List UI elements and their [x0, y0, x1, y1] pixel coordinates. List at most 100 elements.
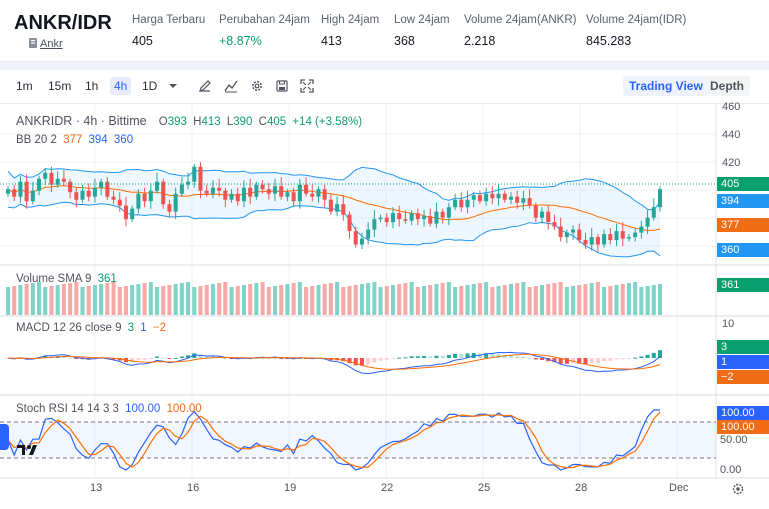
stat-value: 413	[321, 34, 342, 48]
volume-bar	[198, 286, 203, 315]
stat-value: 368	[394, 34, 415, 48]
price-chart[interactable]	[0, 104, 769, 509]
candle	[155, 181, 160, 191]
candle	[645, 217, 650, 227]
side-panel-toggle[interactable]	[0, 424, 9, 450]
candle	[515, 196, 520, 203]
macd-line	[7, 351, 661, 375]
macd-hist-bar	[440, 355, 445, 358]
volume-bar	[80, 287, 85, 315]
low-value: 390	[233, 116, 253, 128]
candle	[260, 184, 265, 190]
candle	[68, 181, 73, 193]
volume-bar	[167, 285, 172, 315]
timeframe-1d[interactable]: 1D	[142, 79, 158, 93]
candle	[18, 181, 23, 197]
candle	[266, 189, 271, 194]
volume-bar	[527, 287, 532, 315]
bb-upper-label: 394	[717, 194, 769, 208]
gear-icon[interactable]	[250, 79, 264, 93]
timeframe-4h[interactable]: 4h	[110, 77, 132, 95]
rsi-tick-50: 50.00	[720, 434, 748, 446]
candle	[390, 213, 396, 223]
volume-bar	[626, 283, 631, 315]
candle	[279, 186, 284, 197]
volume-bar	[639, 287, 644, 315]
candle	[502, 193, 507, 200]
stat-value: 405	[132, 34, 153, 48]
macd-hist-bar	[564, 358, 569, 364]
macd-hist-bar	[266, 357, 271, 359]
indicators-icon[interactable]	[224, 79, 238, 93]
x-tick-22: 22	[381, 482, 394, 494]
stat-value: +8.87%	[219, 34, 262, 48]
macd-name: MACD 12 26 close 9	[16, 322, 122, 334]
macd-hist-bar	[422, 356, 427, 358]
volume-bar	[533, 286, 538, 315]
volume-bar	[571, 286, 576, 315]
chevron-down-icon[interactable]	[166, 79, 180, 93]
candle	[173, 193, 178, 212]
macd-hist-bar	[477, 353, 482, 358]
trading-view-button[interactable]: Trading View	[623, 76, 709, 96]
candle	[229, 193, 234, 200]
candle	[403, 219, 408, 221]
candle	[490, 193, 495, 199]
x-tick-25: 25	[478, 482, 491, 494]
macd-hist-bar	[626, 358, 631, 359]
chart-settings-icon[interactable]	[731, 482, 745, 496]
candle	[179, 184, 184, 194]
macd-hist-bar	[390, 358, 396, 359]
timeframe-15m[interactable]: 15m	[48, 79, 72, 93]
coin-name: Ankr	[40, 38, 63, 50]
candle	[608, 234, 613, 241]
save-icon[interactable]	[275, 79, 289, 93]
stat-label: Volume 24jam(ANKR)	[464, 14, 577, 26]
macd-hist-bar	[229, 358, 234, 359]
bb-lower-value: 360	[113, 134, 134, 146]
timeframe-1m[interactable]: 1m	[16, 79, 33, 93]
volume-bar	[446, 282, 451, 315]
volume-bar	[552, 283, 557, 315]
candle	[74, 192, 79, 200]
volume-bar	[428, 285, 433, 315]
price-tick-420: 420	[722, 157, 741, 169]
draw-pen-icon[interactable]	[198, 79, 212, 93]
macd-hist-bar	[111, 358, 116, 360]
candle	[626, 237, 631, 239]
candle	[285, 192, 290, 197]
candle	[359, 238, 364, 245]
candle	[43, 172, 48, 179]
volume-bar	[453, 287, 458, 315]
volume-bar	[335, 282, 340, 315]
candle	[37, 178, 42, 191]
macd-hist-bar	[415, 356, 420, 358]
candle	[5, 189, 11, 194]
volume-bar	[577, 285, 582, 315]
candle	[633, 232, 638, 238]
bb-lower-label: 360	[717, 243, 769, 257]
macd-hist-bar	[496, 353, 501, 358]
candle	[117, 199, 122, 206]
candle	[217, 187, 222, 191]
macd-hist-bar	[279, 358, 284, 359]
macd-hist-bar	[446, 354, 451, 358]
volume-bar	[353, 285, 358, 315]
fullscreen-icon[interactable]	[300, 79, 314, 93]
candle	[148, 190, 153, 202]
volume-axis-label: 361	[717, 278, 769, 292]
depth-button[interactable]: Depth	[704, 76, 750, 96]
macd-hist-label: 3	[717, 340, 769, 354]
timeframe-1h[interactable]: 1h	[85, 79, 99, 93]
candle	[335, 204, 340, 212]
volume-bar	[24, 284, 29, 315]
macd-value: 1	[140, 322, 147, 334]
volume-bar	[192, 287, 197, 315]
candle	[105, 181, 110, 197]
coin-link[interactable]: Ankr	[29, 38, 63, 50]
candle	[440, 211, 445, 218]
close-label: C	[258, 116, 267, 128]
macd-hist-bar	[155, 356, 160, 358]
volume-bar	[310, 286, 315, 315]
